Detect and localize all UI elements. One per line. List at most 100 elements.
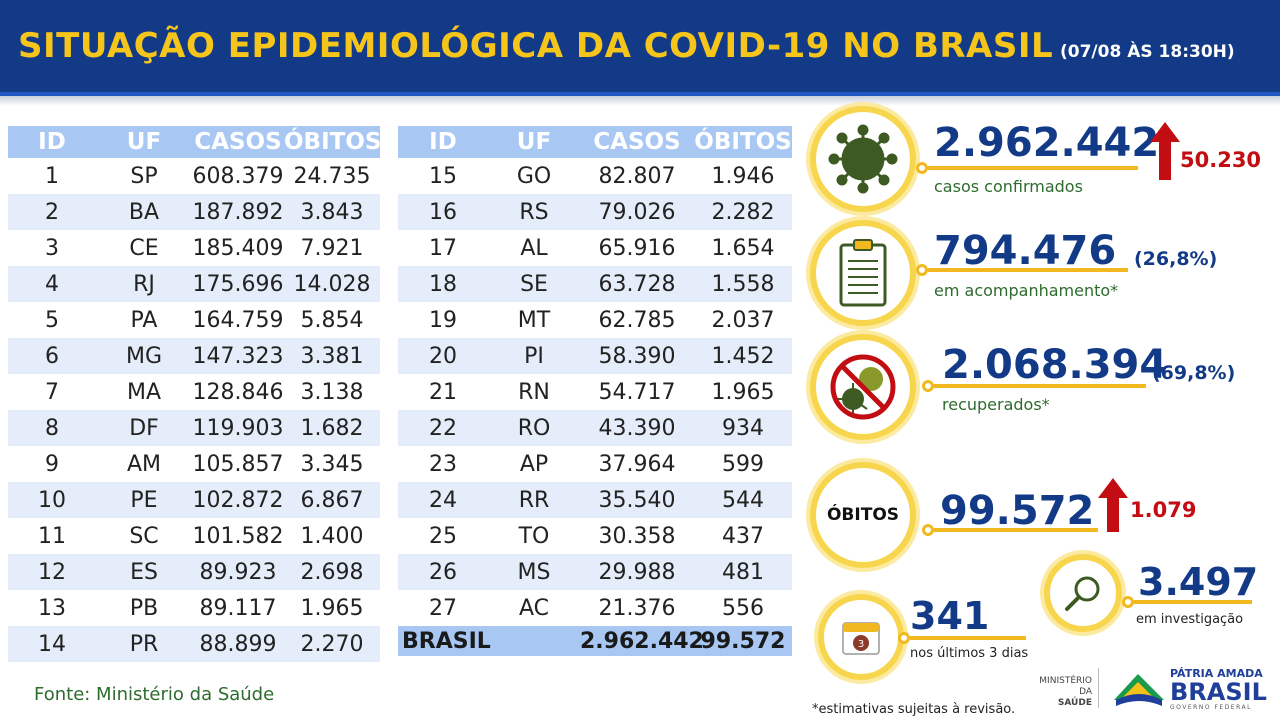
cell-id: 8 xyxy=(8,410,96,446)
cell-deaths: 1.558 xyxy=(694,266,792,302)
cell-cases: 89.117 xyxy=(192,590,284,626)
cell-deaths: 24.735 xyxy=(284,158,380,194)
cell-deaths: 6.867 xyxy=(284,482,380,518)
col-uf: UF xyxy=(96,126,192,158)
table-row: 16 RS 79.026 2.282 xyxy=(398,194,792,230)
table-row: 6 MG 147.323 3.381 xyxy=(8,338,380,374)
cell-uf: PE xyxy=(96,482,192,518)
cell-id: 2 xyxy=(8,194,96,230)
total-row: BRASIL 2.962.442 99.572 xyxy=(398,626,792,656)
col-id: ID xyxy=(8,126,96,158)
confirmed-circle xyxy=(810,106,916,212)
cell-id: 18 xyxy=(398,266,488,302)
update-date: (07/08 ÀS 18:30H) xyxy=(1060,42,1235,62)
cell-deaths: 2.698 xyxy=(284,554,380,590)
clipboard-icon xyxy=(839,239,887,307)
cell-deaths: 3.843 xyxy=(284,194,380,230)
table-row: 14 PR 88.899 2.270 xyxy=(8,626,380,662)
cell-cases: 21.376 xyxy=(580,590,694,626)
table-row: 17 AL 65.916 1.654 xyxy=(398,230,792,266)
cell-uf: PI xyxy=(488,338,580,374)
cell-uf: AL xyxy=(488,230,580,266)
confirmed-label: casos confirmados xyxy=(934,177,1083,196)
cell-id: 19 xyxy=(398,302,488,338)
cell-cases: 147.323 xyxy=(192,338,284,374)
cell-cases: 43.390 xyxy=(580,410,694,446)
cell-id: 15 xyxy=(398,158,488,194)
table-row: 18 SE 63.728 1.558 xyxy=(398,266,792,302)
cell-uf: RR xyxy=(488,482,580,518)
cell-uf: MS xyxy=(488,554,580,590)
cell-cases: 35.540 xyxy=(580,482,694,518)
table-row: 3 CE 185.409 7.921 xyxy=(8,230,380,266)
cell-cases: 63.728 xyxy=(580,266,694,302)
brand-top: PÁTRIA AMADA xyxy=(1170,667,1263,680)
recovered-label: recuperados* xyxy=(942,395,1050,414)
cell-id: 4 xyxy=(8,266,96,302)
monitoring-circle xyxy=(810,220,916,326)
cell-id: 25 xyxy=(398,518,488,554)
cell-cases: 164.759 xyxy=(192,302,284,338)
connector-line xyxy=(934,528,1098,532)
cell-id: 26 xyxy=(398,554,488,590)
cell-id: 27 xyxy=(398,590,488,626)
header-banner: SITUAÇÃO EPIDEMIOLÓGICA DA COVID-19 NO B… xyxy=(0,0,1280,96)
table-row: 24 RR 35.540 544 xyxy=(398,482,792,518)
cell-deaths: 481 xyxy=(694,554,792,590)
cell-uf: DF xyxy=(96,410,192,446)
cell-deaths: 2.282 xyxy=(694,194,792,230)
source-text: Fonte: Ministério da Saúde xyxy=(34,684,275,705)
cell-uf: SC xyxy=(96,518,192,554)
cell-id: 6 xyxy=(8,338,96,374)
connector-line xyxy=(928,166,1138,170)
magnifier-icon xyxy=(1065,576,1100,611)
cell-id: 7 xyxy=(8,374,96,410)
cell-deaths: 934 xyxy=(694,410,792,446)
cell-id: 21 xyxy=(398,374,488,410)
total-deaths: 99.572 xyxy=(694,626,792,656)
cell-uf: CE xyxy=(96,230,192,266)
cell-id: 13 xyxy=(8,590,96,626)
table-row: 4 RJ 175.696 14.028 xyxy=(8,266,380,302)
cell-id: 23 xyxy=(398,446,488,482)
recovered-circle xyxy=(810,334,916,440)
connector-line xyxy=(928,268,1128,272)
ministry-line1: MINISTÉRIO DA xyxy=(1039,676,1092,697)
brand-main: BRASIL xyxy=(1170,678,1267,706)
cell-deaths: 2.270 xyxy=(284,626,380,662)
calendar-icon: 3 xyxy=(842,622,880,655)
cell-uf: BA xyxy=(96,194,192,230)
connector-dot xyxy=(898,632,910,644)
confirmed-increase: 50.230 xyxy=(1180,148,1262,172)
connector-dot xyxy=(922,380,934,392)
states-table-right: ID UF CASOS ÓBITOS 15 GO 82.807 1.946 16 RS 79… xyxy=(398,126,792,656)
cell-uf: RJ xyxy=(96,266,192,302)
cell-deaths: 1.946 xyxy=(694,158,792,194)
header-shadow xyxy=(0,96,1280,106)
cell-cases: 185.409 xyxy=(192,230,284,266)
table-row: 26 MS 29.988 481 xyxy=(398,554,792,590)
total-cases: 2.962.442 xyxy=(580,626,704,656)
cell-deaths: 437 xyxy=(694,518,792,554)
cell-uf: MA xyxy=(96,374,192,410)
table-row: 25 TO 30.358 437 xyxy=(398,518,792,554)
cell-cases: 88.899 xyxy=(192,626,284,662)
table-row: 19 MT 62.785 2.037 xyxy=(398,302,792,338)
connector-line xyxy=(1134,600,1252,604)
table-header-row: ID UF CASOS ÓBITOS xyxy=(8,126,381,158)
cell-cases: 119.903 xyxy=(192,410,284,446)
cell-cases: 89.923 xyxy=(192,554,284,590)
connector-dot xyxy=(916,162,928,174)
monitoring-percent: (26,8%) xyxy=(1134,248,1218,270)
cell-cases: 62.785 xyxy=(580,302,694,338)
table-row: 5 PA 164.759 5.854 xyxy=(8,302,380,338)
cell-id: 20 xyxy=(398,338,488,374)
table-row: 12 ES 89.923 2.698 xyxy=(8,554,380,590)
cell-deaths: 1.682 xyxy=(284,410,380,446)
cell-uf: TO xyxy=(488,518,580,554)
cell-deaths: 3.138 xyxy=(284,374,380,410)
cell-id: 10 xyxy=(8,482,96,518)
cell-id: 9 xyxy=(8,446,96,482)
table-row: 21 RN 54.717 1.965 xyxy=(398,374,792,410)
deaths-increase: 1.079 xyxy=(1130,498,1197,522)
